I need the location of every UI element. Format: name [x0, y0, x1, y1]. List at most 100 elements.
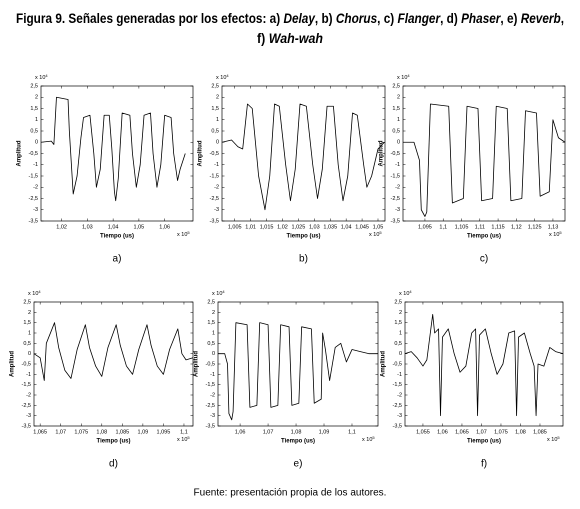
y-tick-label: 2,5 — [23, 299, 31, 305]
y-tick-label: 2,5 — [207, 299, 215, 305]
panel-caption: d) — [109, 459, 118, 470]
x-tick-label: 1,04 — [108, 224, 119, 230]
multiplier-base: x 10 — [216, 75, 226, 81]
y-tick-label: -2,5 — [391, 196, 400, 202]
axis-multiplier: x 105 — [369, 230, 382, 238]
y-tick-label: -1 — [210, 372, 215, 378]
x-tick-label: 1,025 — [292, 224, 306, 230]
y-tick-label: 1,5 — [30, 106, 38, 112]
y-tick-label: 1,5 — [207, 320, 215, 326]
panel-caption: f) — [481, 459, 487, 470]
plot-frame — [217, 301, 379, 427]
y-tick-label: -2 — [210, 392, 215, 398]
y-tick-label: 0 — [399, 351, 402, 357]
signal-line — [40, 96, 186, 202]
x-axis-label: Tiempo (us) — [100, 234, 134, 240]
multiplier-exponent: 4 — [409, 289, 412, 294]
y-tick-label: 2 — [212, 310, 215, 316]
x-tick-label: 1,095 — [418, 224, 432, 230]
y-tick-label: 1,5 — [211, 106, 219, 112]
title-italic: Delay — [283, 10, 315, 26]
y-axis-label: Amplitud — [379, 140, 385, 166]
x-tick-label: 1,06 — [437, 429, 448, 435]
multiplier-base: x 10 — [35, 75, 45, 81]
y-tick-label: -1 — [397, 372, 402, 378]
axis-multiplier: x 105 — [547, 435, 560, 443]
x-tick-label: 1,095 — [157, 429, 171, 435]
multiplier-base: x 10 — [549, 232, 559, 238]
multiplier-exponent: 5 — [379, 230, 382, 235]
y-tick-label: 0,5 — [211, 128, 219, 134]
signal-line — [403, 103, 566, 217]
y-tick-label: -3,5 — [29, 218, 38, 224]
panel-caption: e) — [294, 459, 303, 470]
x-axis-label: Tiempo (us) — [467, 439, 501, 445]
y-tick-label: 0 — [216, 140, 219, 146]
y-tick-label: -3,5 — [22, 423, 31, 429]
title-text: , b) — [315, 10, 336, 26]
y-tick-label: -3 — [214, 207, 219, 213]
source-note: Fuente: presentación propia de los autor… — [194, 488, 387, 499]
y-tick-label: -0,5 — [22, 361, 31, 367]
x-tick-label: 1,1 — [439, 224, 447, 230]
y-axis-label: Amplitud — [198, 140, 204, 166]
multiplier-exponent: 4 — [45, 73, 48, 78]
x-tick-label: 1,05 — [373, 224, 384, 230]
x-tick-label: 1,01 — [245, 224, 256, 230]
y-tick-label: -1 — [26, 372, 31, 378]
panel-caption: c) — [480, 254, 488, 265]
x-tick-label: 1,1 — [180, 429, 188, 435]
x-tick-label: 1,07 — [476, 429, 487, 435]
panel-caption: b) — [299, 254, 308, 265]
x-tick-label: 1,015 — [260, 224, 274, 230]
x-axis-label: Tiempo (us) — [287, 234, 321, 240]
x-axis-label: Tiempo (us) — [281, 439, 315, 445]
plot-frame — [404, 301, 564, 427]
x-tick-label: 1,06 — [235, 429, 246, 435]
y-tick-label: 2,5 — [30, 83, 38, 89]
y-tick-label: -3 — [210, 413, 215, 419]
x-tick-label: 1,105 — [455, 224, 469, 230]
y-tick-label: 2 — [399, 310, 402, 316]
x-tick-label: 1,055 — [416, 429, 430, 435]
y-tick-label: -1,5 — [29, 173, 38, 179]
y-tick-label: 2 — [35, 95, 38, 101]
y-tick-label: -1 — [214, 162, 219, 168]
axis-multiplier: x 104 — [212, 289, 225, 297]
y-tick-label: -0,5 — [391, 151, 400, 157]
y-tick-label: -2 — [397, 392, 402, 398]
y-tick-label: -0,5 — [206, 361, 215, 367]
y-tick-label: -0,5 — [210, 151, 219, 157]
multiplier-base: x 10 — [177, 437, 187, 443]
multiplier-exponent: 5 — [557, 435, 560, 440]
multiplier-base: x 10 — [547, 437, 557, 443]
axis-multiplier: x 105 — [177, 435, 190, 443]
y-tick-label: -1 — [395, 162, 400, 168]
y-tick-label: 0,5 — [23, 341, 31, 347]
y-tick-label: 1,5 — [394, 320, 402, 326]
y-tick-label: -3 — [33, 207, 38, 213]
y-tick-label: 0,5 — [394, 341, 402, 347]
y-tick-label: 2,5 — [211, 83, 219, 89]
axis-multiplier: x 105 — [549, 230, 562, 238]
y-tick-label: -1,5 — [393, 382, 402, 388]
axis-multiplier: x 104 — [28, 289, 41, 297]
panel-caption: a) — [113, 254, 122, 265]
y-tick-label: -2 — [214, 185, 219, 191]
x-tick-label: 1,02 — [277, 224, 288, 230]
y-tick-label: 0,5 — [30, 128, 38, 134]
y-tick-label: -3 — [26, 413, 31, 419]
multiplier-exponent: 4 — [222, 289, 225, 294]
x-tick-label: 1,03 — [82, 224, 93, 230]
y-tick-label: -1,5 — [22, 382, 31, 388]
title-text: , e) — [500, 10, 520, 26]
multiplier-base: x 10 — [397, 75, 407, 81]
multiplier-exponent: 4 — [407, 73, 410, 78]
title-italic: Flanger — [397, 10, 441, 26]
y-tick-label: -2,5 — [22, 403, 31, 409]
y-axis-label: Amplitud — [17, 140, 23, 166]
signal-line — [221, 103, 385, 211]
x-axis-label: Tiempo (us) — [97, 439, 131, 445]
y-tick-label: 1 — [399, 330, 402, 336]
y-tick-label: -1,5 — [206, 382, 215, 388]
